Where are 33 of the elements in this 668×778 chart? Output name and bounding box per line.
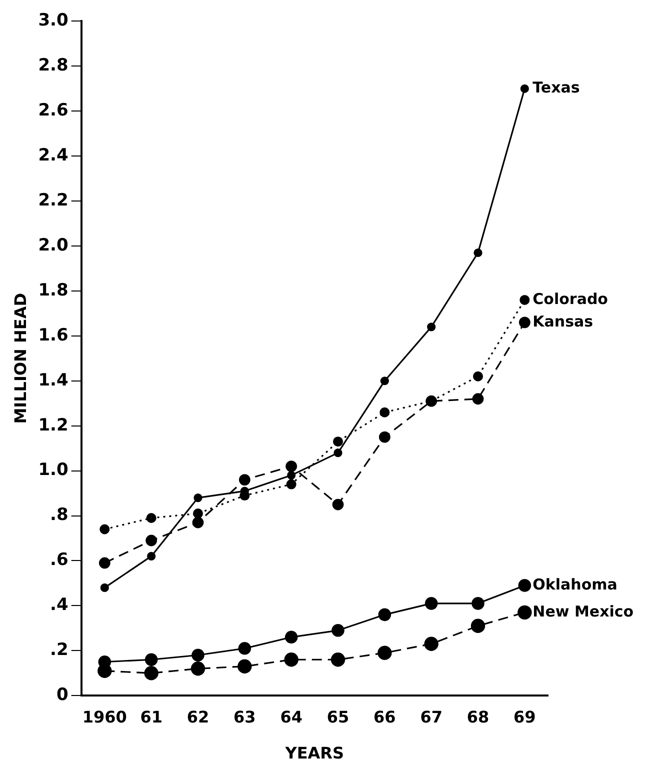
y-tick-label: 2.6: [38, 100, 68, 121]
series-label: Oklahoma: [532, 575, 618, 594]
x-tick-label: 69: [514, 707, 536, 726]
y-tick-label: 1.4: [38, 370, 68, 390]
x-tick-label: 1960: [82, 707, 127, 726]
x-tick-label: 65: [326, 707, 350, 726]
y-tick-label: .4: [50, 595, 68, 616]
y-tick-label: 0: [56, 685, 68, 706]
x-tick-label: 62: [186, 707, 210, 726]
y-tick-label: 1.8: [38, 280, 68, 300]
x-axis-title: YEARS: [284, 744, 344, 763]
y-axis-title: MILLION HEAD: [10, 293, 30, 424]
y-tick-label: 1.2: [38, 415, 68, 436]
y-tick-label: 1.6: [38, 325, 68, 346]
x-tick-label: 63: [234, 707, 256, 726]
x-tick-label: 66: [374, 707, 396, 726]
x-tick-label: 68: [466, 707, 490, 726]
y-tick-label: 2.2: [38, 190, 68, 210]
series-label: Texas: [532, 78, 580, 97]
y-tick-label: 1.0: [38, 460, 68, 480]
y-tick-label: .6: [50, 550, 68, 570]
y-tick-label: .2: [50, 640, 68, 660]
y-tick-label: 3.0: [38, 10, 68, 31]
series-label: Colorado: [532, 290, 608, 308]
series-label: Kansas: [532, 312, 594, 330]
x-tick-label: 67: [420, 707, 442, 726]
x-tick-label: 64: [280, 707, 302, 726]
x-tick-label: 61: [140, 707, 162, 726]
y-tick-label: .8: [50, 505, 68, 526]
y-tick-label: 2.8: [38, 56, 68, 76]
y-tick-label: 2.0: [38, 235, 68, 256]
series-label: New Mexico: [532, 602, 634, 620]
y-tick-label: 2.4: [38, 146, 68, 166]
